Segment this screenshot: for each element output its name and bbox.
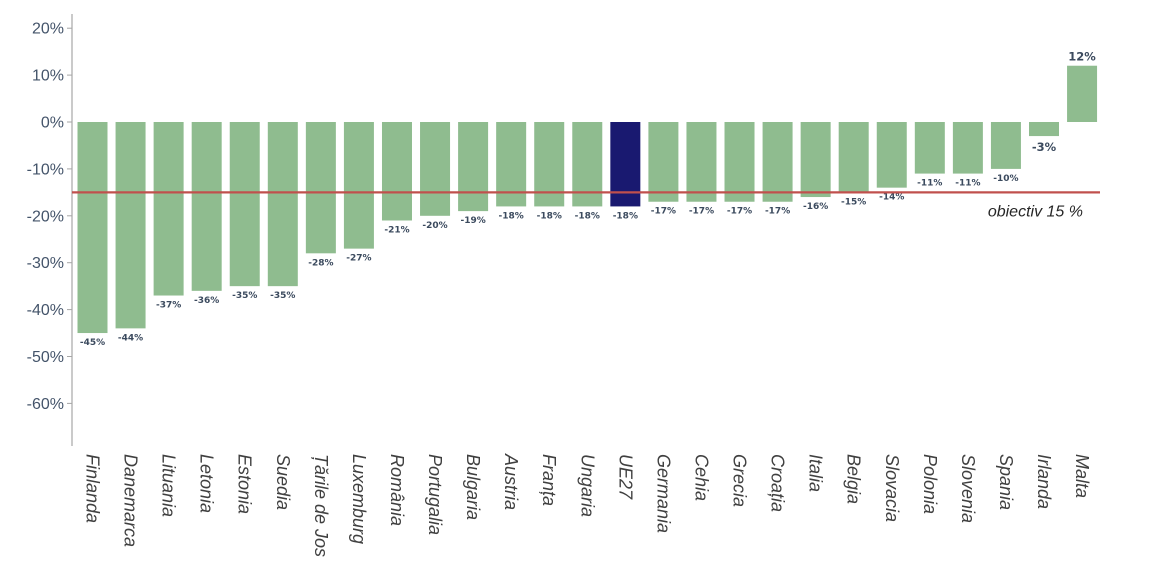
bar bbox=[77, 122, 108, 334]
bar-value-label: -18% bbox=[575, 211, 600, 221]
y-tick-label: 0% bbox=[41, 115, 64, 132]
y-tick-label: -10% bbox=[27, 161, 64, 178]
bar bbox=[876, 122, 907, 188]
bar bbox=[191, 122, 222, 291]
bar bbox=[914, 122, 945, 174]
y-axis: 20% 10% 0% -10% -20% -30% -40% -50% -60% bbox=[27, 14, 73, 446]
category-label: UE27 bbox=[615, 454, 635, 500]
category-label: Luxemburg bbox=[349, 454, 369, 544]
bar-value-label: -17% bbox=[689, 207, 714, 217]
bar bbox=[305, 122, 336, 254]
category-label: România bbox=[387, 454, 407, 526]
bar-value-label: -15% bbox=[841, 197, 866, 207]
bar bbox=[153, 122, 184, 296]
bar-value-label: -17% bbox=[651, 207, 676, 217]
category-label: Belgia bbox=[844, 454, 864, 504]
category-label: Finlanda bbox=[83, 454, 103, 523]
category-label: Polonia bbox=[920, 454, 940, 514]
bar bbox=[686, 122, 717, 202]
bar bbox=[267, 122, 298, 287]
bar-value-label: -17% bbox=[727, 207, 752, 217]
category-label: Croația bbox=[768, 454, 788, 512]
y-tick-label: -40% bbox=[27, 302, 64, 319]
category-label: Danemarca bbox=[121, 454, 141, 547]
bar-value-label: -45% bbox=[80, 338, 105, 348]
bar-value-label: -10% bbox=[993, 174, 1018, 184]
bar bbox=[800, 122, 831, 198]
bar-value-label: -18% bbox=[499, 211, 524, 221]
y-tick-label: -30% bbox=[27, 255, 64, 272]
category-label: Cehia bbox=[691, 454, 711, 501]
category-label: Estonia bbox=[235, 454, 255, 514]
category-label: Portugalia bbox=[425, 454, 445, 535]
bar bbox=[458, 122, 489, 212]
bar bbox=[420, 122, 451, 216]
bar bbox=[1067, 65, 1098, 122]
bar-value-label: -27% bbox=[346, 254, 371, 264]
bar bbox=[229, 122, 260, 287]
bar-value-label: -35% bbox=[270, 291, 295, 301]
bar bbox=[952, 122, 983, 174]
bar-value-label: -17% bbox=[765, 207, 790, 217]
category-label: Letonia bbox=[197, 454, 217, 513]
bars bbox=[77, 65, 1098, 334]
bar bbox=[343, 122, 374, 249]
bar-value-label: -28% bbox=[308, 258, 333, 268]
bar-value-label: -36% bbox=[194, 296, 219, 306]
bar-value-label: -18% bbox=[613, 211, 638, 221]
category-label: Bulgaria bbox=[463, 454, 483, 520]
bar-value-label: -16% bbox=[803, 202, 828, 212]
category-label: Italia bbox=[806, 454, 826, 492]
target-line-group: obiectiv 15 % bbox=[72, 191, 1100, 220]
bar bbox=[1029, 122, 1059, 137]
category-label: Țările de Jos bbox=[311, 454, 331, 557]
category-labels: Finlanda Danemarca Lituania Letonia Estonia S… bbox=[83, 453, 1093, 557]
bar-value-label: -21% bbox=[384, 225, 409, 235]
bar-value-label: -3% bbox=[1032, 140, 1057, 154]
bar-value-label: -19% bbox=[460, 216, 485, 226]
target-label: obiectiv 15 % bbox=[988, 203, 1083, 220]
category-label: Ungaria bbox=[577, 454, 597, 517]
bar bbox=[762, 122, 793, 202]
bar bbox=[534, 122, 565, 207]
bar bbox=[381, 122, 412, 221]
category-label: Austria bbox=[501, 453, 521, 510]
category-label: Suedia bbox=[273, 454, 293, 510]
y-tick-label: 10% bbox=[32, 68, 64, 85]
category-label: Irlanda bbox=[1034, 454, 1054, 509]
category-label: Slovacia bbox=[882, 454, 902, 522]
y-tick-label: -50% bbox=[27, 349, 64, 366]
bar bbox=[724, 122, 755, 202]
bar-value-label: -11% bbox=[955, 179, 980, 189]
category-label: Malta bbox=[1072, 454, 1092, 498]
category-label: Spania bbox=[996, 454, 1016, 510]
bar-value-label: -20% bbox=[422, 221, 447, 231]
bar bbox=[496, 122, 527, 207]
y-tick-label: -60% bbox=[27, 396, 64, 413]
bar bbox=[572, 122, 603, 207]
bar-value-label: 12% bbox=[1068, 50, 1096, 64]
bar-value-label: -14% bbox=[879, 193, 904, 203]
bar-value-label: -44% bbox=[118, 333, 143, 343]
y-tick-label: -20% bbox=[27, 208, 64, 225]
y-tick-label: 20% bbox=[32, 21, 64, 38]
bar-value-label: -18% bbox=[537, 211, 562, 221]
bar bbox=[990, 122, 1021, 169]
bar-value-label: -35% bbox=[232, 291, 257, 301]
bar bbox=[648, 122, 679, 202]
bar bbox=[115, 122, 146, 329]
category-label: Lituania bbox=[159, 454, 179, 517]
bar-value-label: -11% bbox=[917, 179, 942, 189]
category-label: Slovenia bbox=[958, 454, 978, 523]
category-label: Franța bbox=[539, 454, 559, 506]
bar bbox=[838, 122, 869, 193]
bar bbox=[610, 122, 641, 207]
category-label: Grecia bbox=[730, 454, 750, 507]
category-label: Germania bbox=[653, 454, 673, 533]
bar-value-label: -37% bbox=[156, 301, 181, 311]
bar-value-labels: -45% -44% -37% -36% -35% -35% -28% -27% -21% -20%… bbox=[80, 50, 1096, 348]
